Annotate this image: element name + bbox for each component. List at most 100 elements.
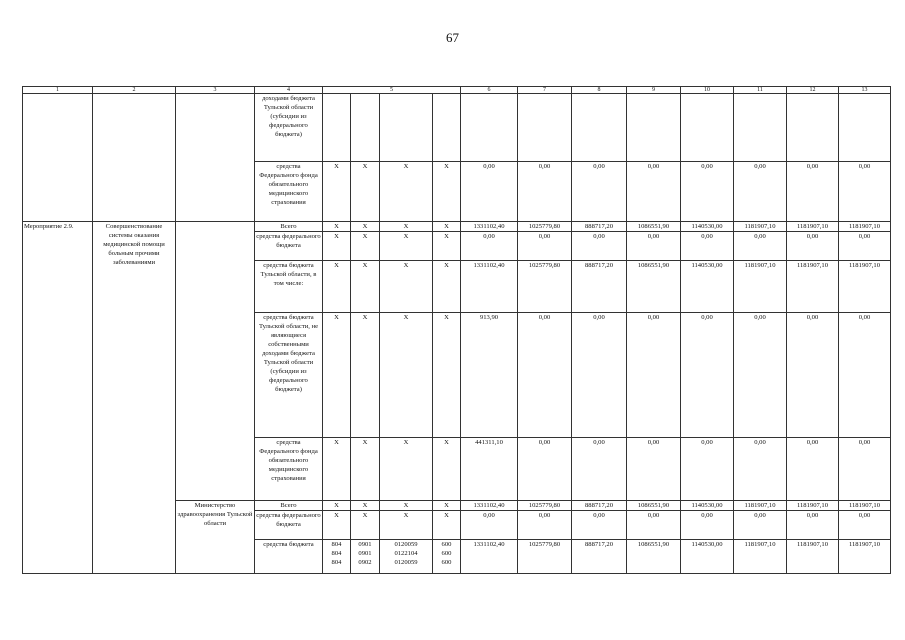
amount-cell: 0,00 [626, 161, 681, 222]
amount-cell: 1181907,10 [733, 260, 787, 313]
amount-cell: 1140530,00 [680, 260, 734, 313]
amount-cell: 0,00 [786, 437, 839, 501]
budget-code: Х [350, 437, 380, 501]
header-row: 1 2 3 4 5 6 7 8 9 10 11 12 13 [22, 86, 891, 94]
budget-code: Х [350, 221, 380, 232]
amount-cell: 1086551,90 [626, 221, 681, 232]
amount-cell: 1140530,00 [680, 500, 734, 511]
table-row: средства Федерального фонда обязательног… [23, 437, 891, 501]
budget-code: Х [379, 161, 433, 222]
amount-cell: 1181907,10 [733, 500, 787, 511]
amount-cell: 0,00 [733, 510, 787, 540]
amount-cell: 1181907,10 [786, 260, 839, 313]
column-header: 12 [786, 86, 839, 94]
column-header: 5 [322, 86, 461, 94]
table-row: доходами бюджета Тульской области (субси… [22, 93, 891, 222]
amount-cell: 0,00 [571, 312, 627, 438]
amount-cell: 1140530,00 [680, 221, 734, 232]
column-header: 2 [92, 86, 176, 94]
empty-cell [175, 93, 255, 222]
amount-cell: 1181907,10 [733, 539, 787, 574]
table-row: средства бюджета Тульской области, не яв… [23, 312, 891, 438]
amount-cell: 0,00 [626, 437, 681, 501]
amount-cell: 0,00 [571, 161, 627, 222]
amount-cell: 1025779,80 [517, 260, 572, 313]
column-header: 13 [838, 86, 891, 94]
funding-source: средства Федерального фонда обязательног… [254, 437, 323, 501]
budget-code: Х [432, 231, 461, 261]
column-header: 1 [22, 86, 93, 94]
column-header: 7 [517, 86, 572, 94]
table-row: Министерство здравоохранения Тульской об… [23, 500, 891, 574]
amount-cell: 1025779,80 [517, 221, 572, 232]
amount-cell [517, 93, 572, 162]
amount-cell: 0,00 [733, 437, 787, 501]
funding-source: средства бюджета [254, 539, 323, 574]
amount-cell: 0,00 [838, 437, 891, 501]
amount-cell: 1181907,10 [786, 539, 839, 574]
amount-cell: 1331102,40 [460, 500, 518, 511]
budget-code: Х [432, 260, 461, 313]
amount-cell: 1331102,40 [460, 221, 518, 232]
budget-code: Х [350, 231, 380, 261]
amount-cell: 1181907,10 [838, 260, 891, 313]
empty-cell [92, 93, 176, 222]
amount-cell: 0,00 [571, 437, 627, 501]
empty-cell [175, 221, 255, 501]
amount-cell [680, 93, 734, 162]
budget-code: Х [379, 500, 433, 511]
amount-cell: 0,00 [571, 510, 627, 540]
amount-cell: 1181907,10 [838, 500, 891, 511]
budget-code: Х [432, 500, 461, 511]
page-number: 67 [446, 30, 459, 45]
amount-cell: 1086551,90 [626, 539, 681, 574]
budget-code: Х [432, 437, 461, 501]
budget-code: 0901 0901 0902 [350, 539, 380, 574]
budget-code: Х [350, 161, 380, 222]
amount-cell [626, 93, 681, 162]
table-row: средства Федерального фонда обязательног… [23, 161, 891, 222]
budget-code: Х [379, 231, 433, 261]
amount-cell: 441311,10 [460, 437, 518, 501]
column-header: 3 [175, 86, 255, 94]
amount-cell: 1181907,10 [786, 221, 839, 232]
funding-source: доходами бюджета Тульской области (субси… [254, 93, 323, 162]
amount-cell: 0,00 [517, 510, 572, 540]
budget-code: Х [322, 221, 351, 232]
budget-code: Х [322, 260, 351, 313]
budget-code: Х [322, 437, 351, 501]
amount-cell: 1181907,10 [838, 221, 891, 232]
amount-cell: 0,00 [838, 161, 891, 222]
budget-code: 804 804 804 [322, 539, 351, 574]
column-header: 10 [680, 86, 734, 94]
funding-source: Всего [254, 500, 323, 511]
amount-cell: 0,00 [460, 161, 518, 222]
amount-cell: 1331102,40 [460, 260, 518, 313]
amount-cell: 0,00 [517, 231, 572, 261]
amount-cell: 0,00 [680, 231, 734, 261]
budget-code: Х [379, 510, 433, 540]
amount-cell [460, 93, 518, 162]
amount-cell: 0,00 [626, 510, 681, 540]
budget-code: Х [322, 231, 351, 261]
amount-cell: 888717,20 [571, 260, 627, 313]
amount-cell: 0,00 [626, 231, 681, 261]
budget-code: 0120059 0122104 0120059 [379, 539, 433, 574]
column-header: 8 [571, 86, 627, 94]
budget-code [379, 93, 433, 162]
amount-cell: 0,00 [571, 231, 627, 261]
column-header: 11 [733, 86, 787, 94]
budget-code: Х [379, 221, 433, 232]
funding-source: средства федерального бюджета [254, 510, 323, 540]
funding-source: средства бюджета Тульской области, в том… [254, 260, 323, 313]
amount-cell: 0,00 [838, 312, 891, 438]
amount-cell: 0,00 [680, 161, 734, 222]
amount-cell: 1086551,90 [626, 500, 681, 511]
amount-cell: 888717,20 [571, 539, 627, 574]
column-header: 4 [254, 86, 323, 94]
executor: Министерство здравоохранения Тульской об… [175, 500, 255, 574]
table-row: Мероприятие 2.9. Совершенствование систем… [22, 221, 891, 574]
budget-code: Х [379, 437, 433, 501]
amount-cell: 0,00 [517, 161, 572, 222]
budget-table: 1 2 3 4 5 6 7 8 9 10 11 12 13 доходами бюджета Тульск… [22, 86, 891, 574]
